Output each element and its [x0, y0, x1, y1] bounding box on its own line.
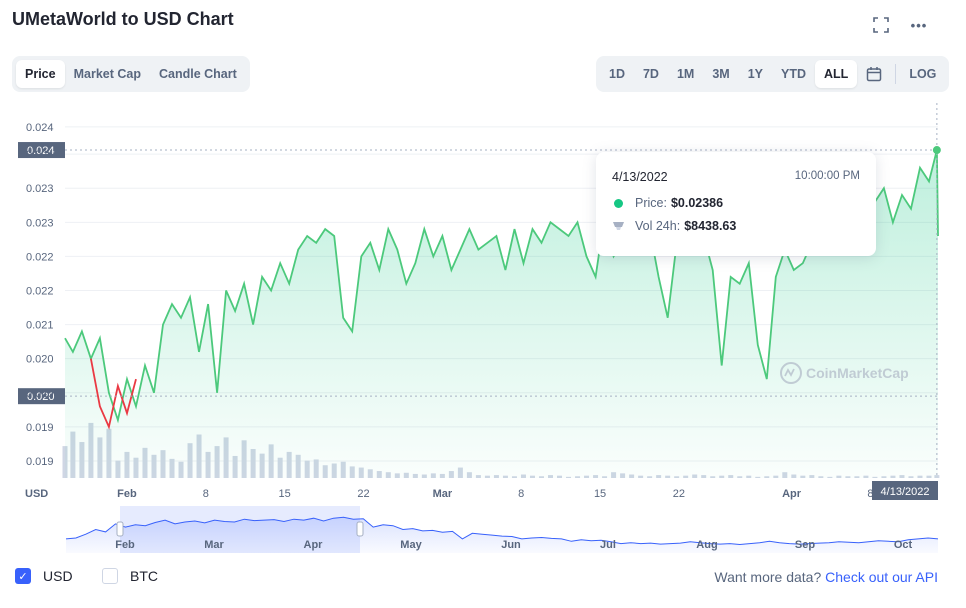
- date-flag: [872, 481, 938, 500]
- price-line-down: [90, 358, 137, 430]
- tooltip-vol-value: $8438.63: [684, 219, 737, 233]
- tooltip-price-value: $0.02386: [670, 196, 724, 210]
- watermark: CoinMarketCap: [780, 362, 909, 384]
- range-navigator[interactable]: Feb Mar Apr May Jun Jul Aug Sep Oct: [65, 506, 939, 553]
- chart-tooltip: 4/13/2022 10:00:00 PM Price: $0.02386 Vo…: [596, 152, 876, 256]
- y-tick-label: 0.019: [26, 422, 54, 434]
- crosshair-point: [932, 146, 941, 155]
- y-tick-label: 0.024: [26, 149, 54, 161]
- x-axis-labels: Feb 8 15 22 Mar 8 15 22 Apr 8: [117, 488, 873, 500]
- more-dots-icon[interactable]: •••: [910, 17, 928, 33]
- tab-price[interactable]: Price: [16, 60, 65, 88]
- range-1y[interactable]: 1Y: [747, 67, 764, 81]
- calendar-icon[interactable]: [857, 60, 891, 88]
- watermark-text: CoinMarketCap: [806, 365, 909, 381]
- log-toggle[interactable]: LOG: [909, 67, 937, 81]
- price-flag: [18, 142, 65, 159]
- low-flag-label: 0.020: [27, 391, 55, 403]
- range-divider: [895, 64, 897, 84]
- x-tick-label: 22: [673, 488, 685, 500]
- navigator-label: Aug: [696, 539, 717, 551]
- crosshair: 0.024 0.020 4/13/2022: [18, 103, 941, 500]
- price-flag-label: 0.024: [27, 145, 55, 157]
- fullscreen-icon[interactable]: [870, 14, 892, 36]
- x-tick-label: Feb: [117, 488, 137, 500]
- x-tick-label: 22: [357, 488, 369, 500]
- price-area: [65, 150, 938, 478]
- x-tick-label: 15: [594, 488, 606, 500]
- navigator-label: Feb: [115, 539, 135, 551]
- unchecked-box-icon: [102, 568, 118, 584]
- usd-checkbox[interactable]: ✓ USD: [15, 568, 73, 584]
- y-tick-label: 0.023: [26, 183, 54, 195]
- x-tick-label: 8: [203, 488, 209, 500]
- range-3m[interactable]: 3M: [712, 67, 730, 81]
- navigator-area: [66, 517, 938, 553]
- api-prefix: Want more data?: [714, 569, 822, 585]
- navigator-handle-left: [116, 521, 124, 537]
- y-tick-label: 0.020: [26, 388, 54, 400]
- navigator-label: Jul: [600, 539, 616, 551]
- calendar-icon-glyph: [867, 67, 882, 82]
- x-tick-label: 8: [867, 488, 873, 500]
- usd-label: USD: [43, 568, 73, 584]
- y-tick-label: 0.021: [26, 320, 54, 332]
- navigator-label: Sep: [795, 539, 815, 551]
- navigator-label: Jun: [501, 539, 521, 551]
- x-tick-label: Mar: [433, 488, 453, 500]
- tab-candle-chart[interactable]: Candle Chart: [158, 67, 237, 81]
- tab-market-cap[interactable]: Market Cap: [73, 67, 141, 81]
- range-tabs: 1D 7D 1M 3M 1Y YTD ALL LOG: [596, 56, 950, 92]
- y-tick-label: 0.019: [26, 456, 54, 468]
- navigator-handle-right: [356, 521, 364, 537]
- navigator-label: Apr: [304, 539, 324, 551]
- api-link[interactable]: Check out our API: [825, 569, 938, 585]
- navigator-label: May: [400, 539, 422, 551]
- view-tabs: Price Market Cap Candle Chart: [12, 56, 250, 92]
- x-tick-label: Apr: [782, 488, 802, 500]
- navigator-line: [65, 516, 939, 546]
- tooltip-date: 4/13/2022: [612, 170, 668, 184]
- volume-icon: [613, 221, 624, 230]
- y-tick-label: 0.023: [26, 217, 54, 229]
- y-axis-labels: 0.0240.0240.0230.0230.0220.0220.0210.020…: [26, 122, 54, 468]
- navigator-label: Mar: [204, 539, 224, 551]
- y-tick-label: 0.022: [26, 251, 54, 263]
- low-flag: [18, 388, 65, 405]
- range-1m[interactable]: 1M: [676, 67, 695, 81]
- page-title: UMetaWorld to USD Chart: [12, 9, 234, 29]
- check-icon: ✓: [15, 568, 31, 584]
- tooltip-price-label: Price:: [635, 196, 667, 210]
- range-all[interactable]: ALL: [815, 60, 858, 88]
- fullscreen-icon-glyph: [873, 17, 889, 33]
- price-line: [64, 149, 939, 424]
- navigator-label: Oct: [894, 539, 913, 551]
- tooltip-vol-label: Vol 24h:: [635, 219, 681, 233]
- price-dot-icon: [614, 198, 623, 208]
- y-tick-label: 0.020: [26, 354, 54, 366]
- api-promo: Want more data? Check out our API: [714, 569, 938, 585]
- btc-label: BTC: [130, 568, 158, 584]
- y-tick-label: 0.024: [26, 122, 54, 134]
- tooltip-time: 10:00:00 PM: [794, 170, 860, 182]
- range-ytd[interactable]: YTD: [781, 67, 807, 81]
- x-tick-label: 15: [279, 488, 291, 500]
- range-7d[interactable]: 7D: [642, 67, 659, 81]
- range-1d[interactable]: 1D: [609, 67, 625, 81]
- y-axis-unit: USD: [25, 488, 48, 500]
- date-flag-label: 4/13/2022: [881, 486, 930, 498]
- x-tick-label: 8: [518, 488, 524, 500]
- y-tick-label: 0.022: [26, 286, 54, 298]
- btc-checkbox[interactable]: BTC: [102, 568, 158, 584]
